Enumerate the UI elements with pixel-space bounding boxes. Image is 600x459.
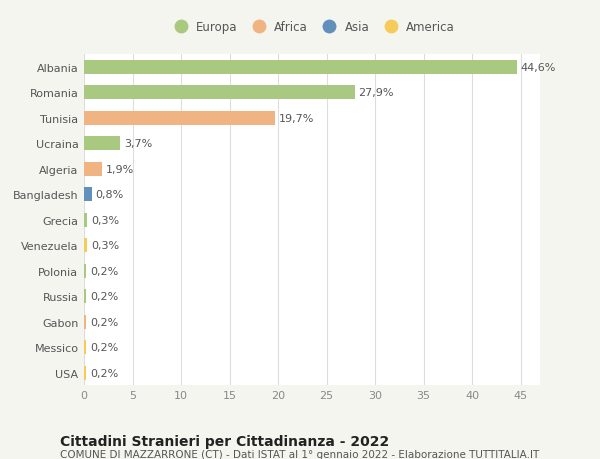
Bar <box>84 213 87 227</box>
Bar <box>84 315 86 329</box>
Text: 44,6%: 44,6% <box>521 63 556 73</box>
Text: 0,2%: 0,2% <box>90 317 118 327</box>
Bar <box>84 112 275 126</box>
Bar <box>84 188 92 202</box>
Text: 0,3%: 0,3% <box>91 215 119 225</box>
Text: 0,3%: 0,3% <box>91 241 119 251</box>
Bar <box>84 162 103 176</box>
Bar <box>84 290 86 303</box>
Bar <box>84 366 86 380</box>
Bar <box>84 61 517 75</box>
Text: 0,8%: 0,8% <box>95 190 124 200</box>
Text: Cittadini Stranieri per Cittadinanza - 2022: Cittadini Stranieri per Cittadinanza - 2… <box>60 434 389 448</box>
Text: COMUNE DI MAZZARRONE (CT) - Dati ISTAT al 1° gennaio 2022 - Elaborazione TUTTITA: COMUNE DI MAZZARRONE (CT) - Dati ISTAT a… <box>60 449 539 459</box>
Bar <box>84 137 120 151</box>
Text: 0,2%: 0,2% <box>90 342 118 353</box>
Text: 19,7%: 19,7% <box>279 114 314 123</box>
Text: 0,2%: 0,2% <box>90 266 118 276</box>
Bar <box>84 341 86 354</box>
Text: 0,2%: 0,2% <box>90 291 118 302</box>
Legend: Europa, Africa, Asia, America: Europa, Africa, Asia, America <box>169 21 455 34</box>
Text: 0,2%: 0,2% <box>90 368 118 378</box>
Bar <box>84 264 86 278</box>
Bar <box>84 86 355 100</box>
Text: 1,9%: 1,9% <box>106 164 134 174</box>
Text: 3,7%: 3,7% <box>124 139 152 149</box>
Bar <box>84 239 87 253</box>
Text: 27,9%: 27,9% <box>359 88 394 98</box>
